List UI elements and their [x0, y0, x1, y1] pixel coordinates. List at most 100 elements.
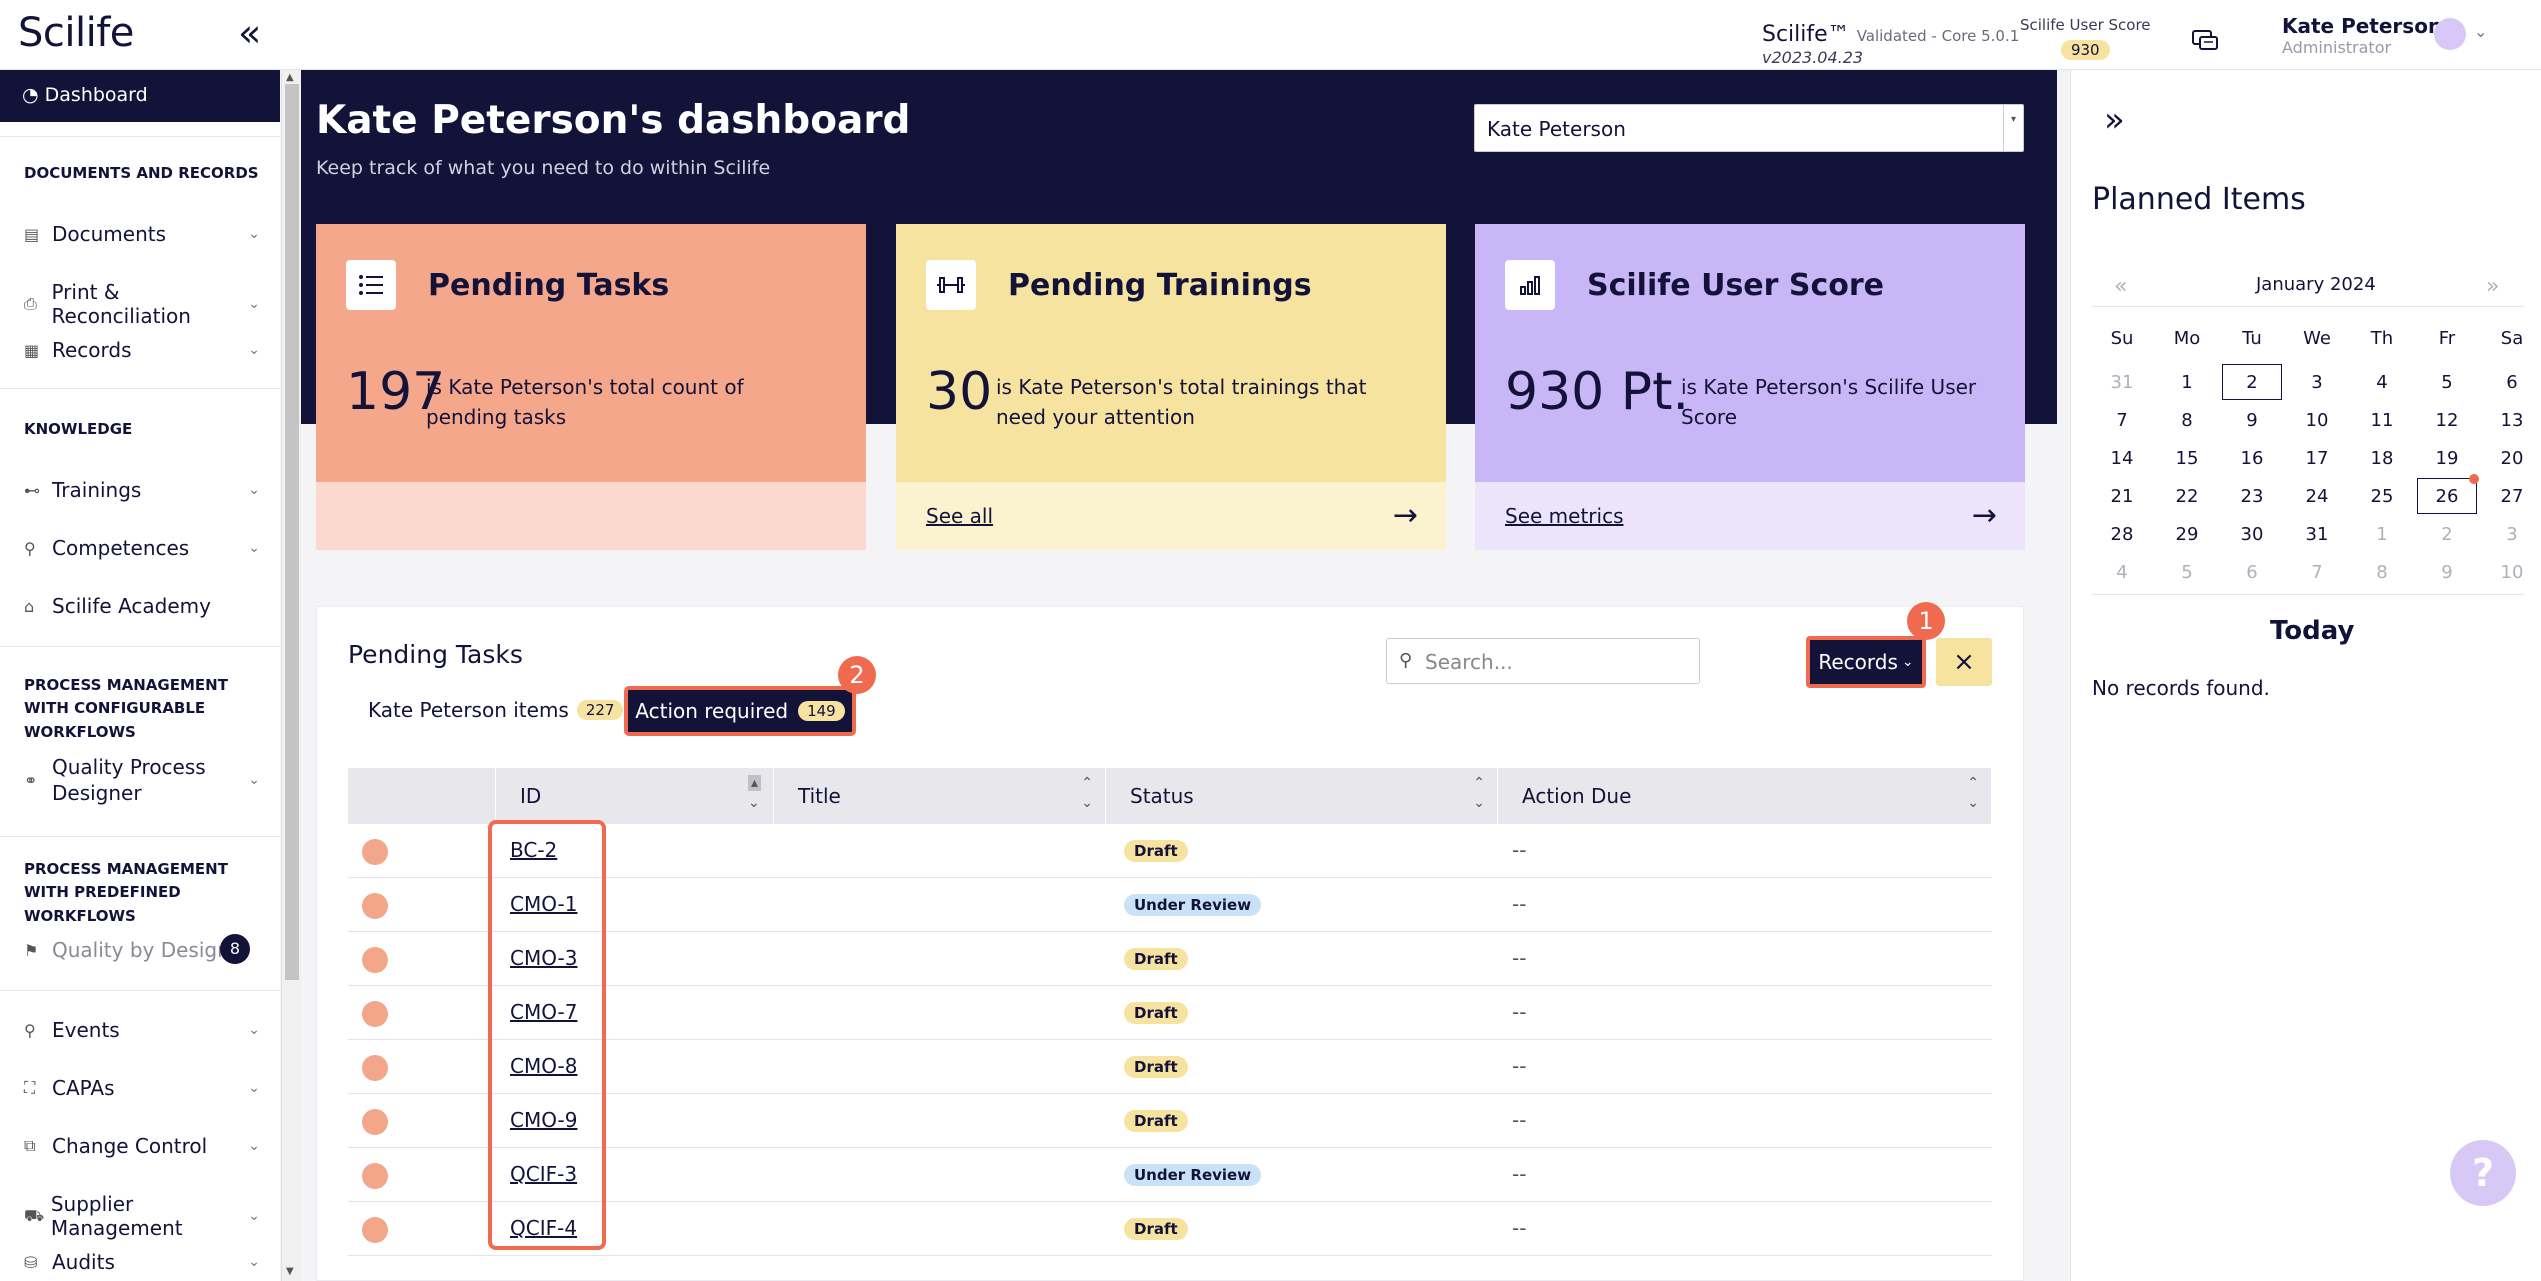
calendar-day[interactable]: 3	[2311, 372, 2323, 393]
table-row[interactable]: QCIF-4 Draft --	[348, 1202, 1992, 1256]
table-row[interactable]: QCIF-3 Under Review --	[348, 1148, 1992, 1202]
record-id-link[interactable]: QCIF-4	[510, 1216, 578, 1240]
sort-icon[interactable]: ⌃ ⌄	[1967, 775, 1979, 811]
calendar-day[interactable]: 5	[2441, 372, 2453, 393]
tab-kate-peterson-items[interactable]: Kate Peterson items 227	[368, 698, 624, 722]
calendar-day[interactable]: 1	[2376, 524, 2388, 545]
calendar-prev-button[interactable]: «	[2114, 274, 2128, 299]
user-score-widget[interactable]: Scilife User Score 930	[2020, 16, 2151, 60]
calendar-day[interactable]: 13	[2500, 410, 2524, 431]
sidebar-item-documents[interactable]: ▤ Documents ⌄	[24, 222, 260, 246]
calendar-day[interactable]: 16	[2240, 448, 2264, 469]
sort-icon[interactable]: ⌃ ⌄	[1473, 775, 1485, 811]
sidebar-item-quality-by-design[interactable]: ⚑ Quality by Design 8	[24, 934, 260, 964]
calendar-day[interactable]: 25	[2370, 486, 2394, 507]
column-header-id[interactable]: ID ▴ ⌄	[496, 768, 774, 824]
table-row[interactable]: CMO-8 Draft --	[348, 1040, 1992, 1094]
scrollbar-thumb[interactable]	[285, 84, 299, 980]
calendar-day[interactable]: 6	[2246, 562, 2258, 583]
expand-panel-button[interactable]: »	[2104, 100, 2125, 140]
record-id-link[interactable]: CMO-9	[510, 1108, 578, 1132]
help-button[interactable]: ?	[2450, 1140, 2516, 1206]
pending-trainings-card[interactable]: Pending Trainings 30 is Kate Peterson's …	[896, 224, 1446, 550]
calendar-day[interactable]: 30	[2240, 524, 2264, 545]
calendar-day[interactable]: 4	[2376, 372, 2388, 393]
scroll-up-icon[interactable]: ▲	[286, 72, 294, 83]
record-id-link[interactable]: CMO-3	[510, 946, 578, 970]
calendar-day[interactable]: 9	[2246, 410, 2258, 431]
record-id-link[interactable]: CMO-8	[510, 1054, 578, 1078]
calendar-day[interactable]: 11	[2370, 410, 2394, 431]
calendar-day[interactable]: 2	[2441, 524, 2453, 545]
column-header-status[interactable]: Status ⌃ ⌄	[1106, 768, 1498, 824]
calendar-day[interactable]: 7	[2116, 410, 2128, 431]
calendar-day[interactable]: 26	[2435, 486, 2459, 507]
calendar-day[interactable]: 31	[2305, 524, 2329, 545]
calendar-day[interactable]: 28	[2110, 524, 2134, 545]
calendar-day[interactable]: 29	[2175, 524, 2199, 545]
sidebar-item-capas[interactable]: ⛶ CAPAs ⌄	[24, 1076, 260, 1100]
search-input[interactable]: ⚲ Search...	[1386, 638, 1700, 684]
table-row[interactable]: CMO-9 Draft --	[348, 1094, 1992, 1148]
sidebar-item-print[interactable]: ⎙ Print & Reconciliation ⌄	[24, 280, 260, 328]
chevron-down-icon[interactable]: ⌄	[2474, 22, 2488, 41]
user-menu[interactable]: Kate Peterson Administrator	[2282, 14, 2442, 57]
calendar-day[interactable]: 10	[2500, 562, 2524, 583]
calendar-day[interactable]: 19	[2435, 448, 2459, 469]
sidebar-item-dashboard[interactable]: ◔ Dashboard	[0, 70, 280, 122]
calendar-day[interactable]: 31	[2110, 372, 2134, 393]
table-row[interactable]: CMO-7 Draft --	[348, 986, 1992, 1040]
table-row[interactable]: BC-2 Draft --	[348, 824, 1992, 878]
calendar-day[interactable]: 22	[2175, 486, 2199, 507]
calendar-day[interactable]: 12	[2435, 410, 2459, 431]
calendar-day[interactable]: 23	[2240, 486, 2264, 507]
calendar-day[interactable]: 8	[2376, 562, 2388, 583]
scroll-down-icon[interactable]: ▼	[286, 1266, 294, 1277]
sort-icon[interactable]: ⌃ ⌄	[1081, 775, 1093, 811]
sidebar-item-quality-process-designer[interactable]: ⚭ Quality Process Designer ⌄	[24, 754, 260, 806]
chat-icon[interactable]	[2190, 28, 2220, 54]
sort-icon[interactable]: ▴ ⌄	[747, 775, 761, 811]
sidebar-item-supplier-management[interactable]: ⛟ Supplier Management ⌄	[24, 1192, 260, 1240]
record-id-link[interactable]: CMO-1	[510, 892, 578, 916]
collapse-sidebar-button[interactable]: «	[238, 11, 262, 55]
scilife-logo[interactable]: Scilife	[18, 10, 134, 56]
sidebar-item-competences[interactable]: ⚲ Competences ⌄	[24, 536, 260, 560]
pending-tasks-card[interactable]: Pending Tasks 197 is Kate Peterson's tot…	[316, 224, 866, 550]
dropdown-arrow-icon[interactable]: ▾	[2003, 105, 2023, 151]
calendar-next-button[interactable]: »	[2486, 274, 2500, 299]
calendar-day[interactable]: 17	[2305, 448, 2329, 469]
arrow-right-icon[interactable]: →	[1971, 498, 1997, 533]
table-row[interactable]: CMO-1 Under Review --	[348, 878, 1992, 932]
see-all-link[interactable]: See all	[926, 504, 994, 528]
calendar-day[interactable]: 2	[2246, 372, 2258, 393]
sidebar-item-change-control[interactable]: ⧉ Change Control ⌄	[24, 1134, 260, 1158]
table-row[interactable]: CMO-3 Draft --	[348, 932, 1992, 986]
sidebar-item-trainings[interactable]: ⊷ Trainings ⌄	[24, 478, 260, 502]
calendar-day[interactable]: 20	[2500, 448, 2524, 469]
user-score-card[interactable]: Scilife User Score 930 Pt. is Kate Peter…	[1475, 224, 2025, 550]
see-metrics-link[interactable]: See metrics	[1505, 504, 1624, 528]
calendar-day[interactable]: 4	[2116, 562, 2128, 583]
records-filter-button[interactable]: Records ⌄	[1806, 636, 1926, 688]
record-id-link[interactable]: QCIF-3	[510, 1162, 578, 1186]
column-header-action-due[interactable]: Action Due ⌃ ⌄	[1498, 768, 1992, 824]
sidebar-item-academy[interactable]: ⌂ Scilife Academy	[24, 594, 260, 618]
sidebar-item-events[interactable]: ⚲ Events ⌄	[24, 1018, 260, 1042]
calendar-day[interactable]: 5	[2181, 562, 2193, 583]
close-filter-button[interactable]: ×	[1936, 638, 1992, 686]
calendar-day[interactable]: 6	[2506, 372, 2518, 393]
calendar-day[interactable]: 7	[2311, 562, 2323, 583]
calendar-day[interactable]: 10	[2305, 410, 2329, 431]
tab-action-required[interactable]: Action required 149	[624, 686, 856, 736]
calendar-day[interactable]: 3	[2506, 524, 2518, 545]
calendar-day[interactable]: 21	[2110, 486, 2134, 507]
record-id-link[interactable]: CMO-7	[510, 1000, 578, 1024]
sidebar-item-audits[interactable]: ⛁ Audits ⌄	[24, 1250, 260, 1274]
calendar-day[interactable]: 18	[2370, 448, 2394, 469]
sidebar-scrollbar[interactable]: ▲ ▼	[281, 70, 301, 1281]
calendar-day[interactable]: 8	[2181, 410, 2193, 431]
calendar-day[interactable]: 27	[2500, 486, 2524, 507]
calendar-day[interactable]: 1	[2181, 372, 2193, 393]
calendar-day[interactable]: 24	[2305, 486, 2329, 507]
